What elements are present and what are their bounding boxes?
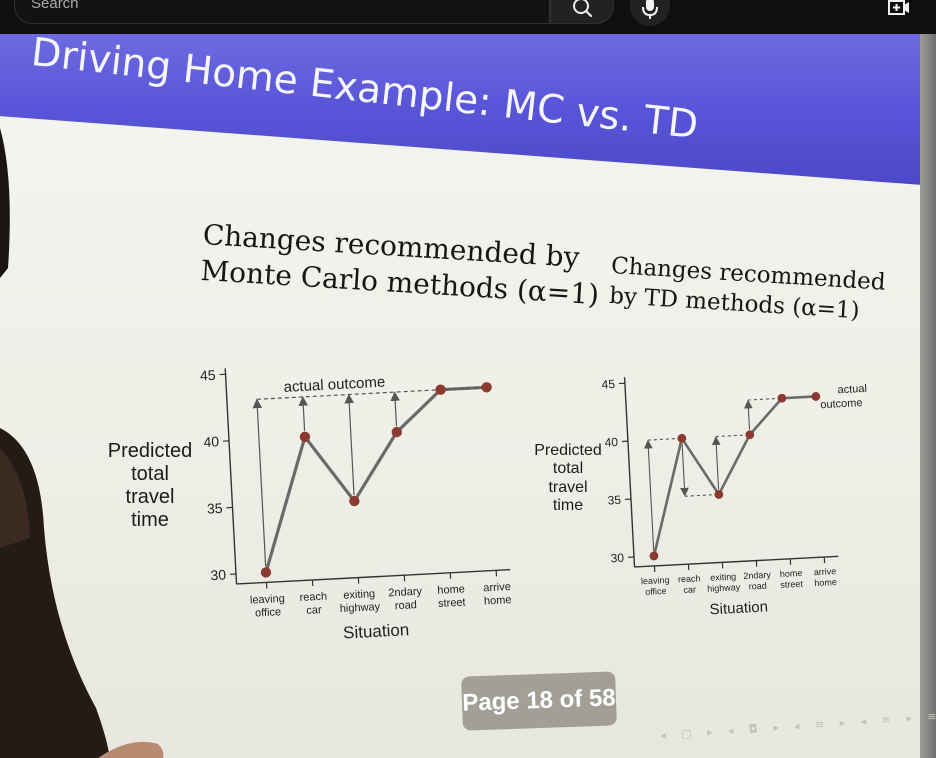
y-axis — [224, 368, 238, 585]
x-tick-label: exiting — [710, 571, 737, 582]
search-button[interactable] — [550, 0, 614, 24]
video-frame-slide: Driving Home Example: MC vs. TD Changes … — [0, 34, 936, 758]
ylabel-line: Predicted — [534, 442, 602, 459]
data-point — [481, 382, 492, 393]
annotation-label: actual outcome — [283, 374, 385, 396]
ylabel-line: total — [131, 463, 169, 485]
data-point — [714, 490, 724, 499]
x-tick-label: leaving — [250, 593, 285, 607]
x-tick-label: home — [780, 568, 803, 579]
ylabel-line: time — [552, 497, 584, 515]
ylabel-line: time — [131, 509, 169, 531]
data-point — [391, 426, 402, 438]
x-tick-label: reach — [678, 573, 701, 584]
x-tick-label: road — [748, 581, 767, 592]
x-tick-label: home — [484, 594, 512, 607]
x-tick-label: home — [814, 577, 837, 588]
x-tick-label: arrive — [483, 581, 511, 594]
change-arrow — [680, 443, 689, 497]
x-tick-label: highway — [339, 601, 380, 615]
data-point — [435, 384, 446, 395]
change-arrow — [743, 399, 753, 430]
y-tick-label: 35 — [207, 500, 224, 517]
change-arrow — [344, 393, 355, 496]
td-ylabel: Predicted total travel time — [530, 442, 606, 516]
ylabel-line: total — [552, 460, 584, 478]
change-arrow — [298, 396, 309, 431]
change-arrow — [390, 391, 400, 427]
td-target-line — [715, 434, 750, 438]
data-point — [649, 551, 659, 561]
data-point — [677, 433, 687, 443]
change-arrow — [252, 398, 267, 567]
y-tick-label: 45 — [200, 367, 217, 384]
y-tick-label: 40 — [203, 433, 220, 450]
change-arrow — [711, 436, 721, 490]
search-icon — [573, 0, 592, 17]
data-point — [745, 430, 755, 440]
top-bar: Search — [0, 0, 936, 34]
x-tick-label: arrive — [814, 566, 837, 577]
y-axis — [623, 377, 636, 568]
x-tick-label: 2ndary — [388, 586, 423, 600]
x-axis-label: Situation — [343, 620, 410, 642]
x-tick-label: street — [438, 597, 466, 610]
mic-icon — [642, 0, 658, 19]
actual-outcome-line — [256, 386, 487, 400]
x-tick-label: 2ndary — [743, 570, 772, 581]
x-tick-label: exiting — [343, 588, 375, 602]
x-tick-label: office — [645, 586, 667, 597]
screen-edge — [920, 34, 936, 758]
create-video-icon — [888, 0, 909, 15]
annotation-label: actual — [837, 383, 867, 397]
x-tick-label: leaving — [641, 575, 670, 586]
presenter-figure — [0, 128, 164, 758]
x-tick-label: home — [437, 583, 465, 596]
x-tick-label: road — [395, 599, 418, 612]
x-axis — [236, 568, 511, 585]
data-point — [260, 567, 272, 578]
x-tick-label: car — [683, 584, 696, 595]
series-line — [652, 395, 816, 557]
change-arrow — [643, 439, 655, 551]
td-target-line — [647, 437, 682, 441]
y-tick-label: 45 — [601, 377, 615, 392]
annotation-label: outcome — [820, 397, 863, 411]
y-tick-label: 30 — [610, 551, 624, 566]
x-tick-label: office — [255, 606, 282, 619]
create-button[interactable] — [888, 0, 910, 16]
x-tick-label: car — [306, 604, 322, 617]
y-tick-label: 30 — [210, 566, 227, 583]
td-target-line — [747, 397, 782, 401]
x-axis — [634, 555, 839, 568]
series-line — [264, 385, 487, 573]
data-point — [777, 393, 787, 403]
x-tick-label: reach — [299, 591, 327, 604]
data-point — [811, 392, 821, 401]
data-point — [349, 495, 360, 507]
x-tick-label: highway — [707, 582, 741, 594]
data-point — [299, 431, 311, 443]
page-indicator: Page 18 of 58 — [461, 671, 617, 731]
ylabel-line: Predicted — [107, 440, 193, 462]
ylabel-line: travel — [125, 486, 175, 508]
y-tick-label: 35 — [607, 493, 621, 508]
charts-canvas: 30354045leavingofficereachcarexitinghigh… — [200, 367, 868, 643]
td-target-line — [684, 493, 719, 497]
voice-search-button[interactable] — [630, 0, 670, 26]
ylabel-line: travel — [548, 478, 588, 496]
x-tick-label: street — [780, 579, 804, 590]
search-input[interactable]: Search — [14, 0, 550, 24]
y-tick-label: 40 — [604, 435, 618, 450]
x-axis-label: Situation — [709, 598, 768, 618]
mc-ylabel: Predicted total travel time — [98, 440, 202, 532]
